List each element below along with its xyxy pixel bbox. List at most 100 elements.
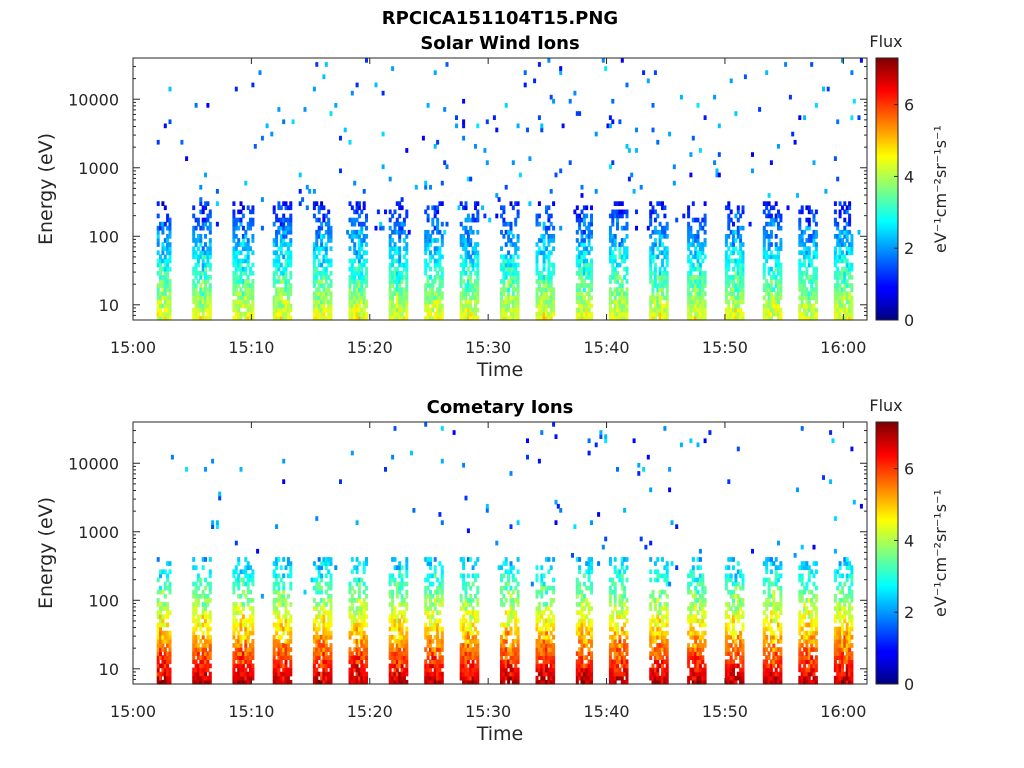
heatmap-cell	[608, 279, 612, 284]
heatmap-cell	[779, 307, 783, 313]
heatmap-cell	[357, 266, 361, 272]
heatmap-cell	[540, 270, 544, 276]
heatmap-cell	[431, 221, 435, 227]
heatmap-cell	[348, 581, 352, 587]
heatmap-cell	[244, 291, 248, 296]
heatmap-cell	[464, 643, 468, 648]
heatmap-cell	[474, 614, 477, 620]
heatmap-cell	[405, 307, 409, 313]
heatmap-cell	[239, 647, 243, 652]
heatmap-cell	[400, 205, 404, 211]
heatmap-cell	[206, 667, 210, 673]
heatmap-cell	[246, 254, 250, 260]
heatmap-cell	[698, 242, 702, 247]
heatmap-cell	[355, 659, 359, 665]
heatmap-cell	[807, 238, 811, 243]
heatmap-cell	[582, 299, 586, 305]
heatmap-cell	[357, 287, 361, 292]
heatmap-cell	[277, 622, 281, 628]
heatmap-cell	[464, 262, 468, 268]
heatmap-cell	[758, 107, 762, 112]
heatmap-cell	[841, 275, 844, 280]
heatmap-cell	[464, 606, 468, 611]
heatmap-cell	[239, 275, 243, 280]
heatmap-cell	[812, 250, 816, 256]
heatmap-cell	[696, 283, 700, 288]
heatmap-cell	[393, 221, 397, 227]
heatmap-cell	[701, 275, 705, 280]
heatmap-cell	[440, 275, 444, 280]
heatmap-cell	[727, 213, 731, 219]
heatmap-cell	[436, 663, 440, 669]
heatmap-cell	[315, 315, 319, 321]
heatmap-cell	[400, 598, 404, 603]
heatmap-cell	[161, 569, 165, 575]
heatmap-cell	[547, 258, 551, 264]
heatmap-cell	[471, 291, 475, 296]
heatmap-cell	[204, 610, 207, 615]
heatmap-cell	[462, 462, 466, 468]
heatmap-cell	[736, 225, 740, 231]
heatmap-cell	[438, 315, 442, 321]
heatmap-cell	[620, 287, 624, 292]
heatmap-cell	[275, 266, 279, 272]
heatmap-cell	[462, 602, 466, 607]
heatmap-cell	[156, 577, 160, 583]
heatmap-cell	[767, 287, 771, 292]
heatmap-cell	[279, 242, 283, 247]
x-tick-label: 16:00	[820, 338, 866, 357]
x-tick-label: 15:50	[702, 338, 748, 357]
heatmap-cell	[580, 209, 584, 215]
heatmap-cell	[843, 275, 847, 280]
heatmap-cell	[350, 229, 354, 235]
heatmap-cell	[459, 299, 463, 305]
heatmap-cell	[400, 303, 404, 309]
heatmap-cell	[509, 315, 513, 321]
heatmap-cell	[208, 647, 212, 652]
heatmap-cell	[653, 238, 657, 243]
heatmap-cell	[433, 655, 437, 660]
heatmap-cell	[405, 655, 409, 660]
heatmap-cell	[168, 299, 172, 305]
heatmap-cell	[542, 254, 546, 260]
heatmap-cell	[661, 311, 664, 317]
heatmap-cell	[777, 262, 780, 268]
heatmap-cell	[836, 266, 840, 272]
heatmap-cell	[317, 262, 321, 268]
heatmap-cell	[393, 315, 397, 321]
heatmap-cell	[537, 614, 541, 620]
heatmap-cell	[286, 593, 290, 599]
heatmap-cell	[812, 217, 816, 223]
heatmap-cell	[507, 283, 511, 288]
heatmap-cell	[810, 283, 814, 288]
heatmap-cell	[833, 258, 837, 264]
heatmap-cell	[841, 279, 844, 284]
heatmap-cell	[282, 581, 286, 587]
heatmap-cell	[812, 270, 816, 276]
heatmap-cell	[362, 643, 366, 648]
heatmap-cell	[547, 275, 551, 280]
heatmap-cell	[462, 663, 466, 669]
heatmap-cell	[582, 270, 586, 276]
heatmap-cell	[156, 258, 160, 264]
heatmap-cell	[334, 103, 338, 108]
heatmap-cell	[163, 622, 167, 628]
heatmap-cell	[509, 606, 513, 611]
heatmap-cell	[355, 299, 359, 305]
heatmap-cell	[284, 258, 288, 264]
heatmap-cell	[459, 262, 463, 268]
heatmap-cell	[810, 234, 814, 239]
heatmap-cell	[166, 622, 170, 628]
heatmap-cell	[348, 606, 352, 611]
heatmap-cell	[436, 139, 440, 145]
heatmap-cell	[282, 585, 286, 591]
heatmap-cell	[201, 630, 205, 636]
heatmap-cell	[535, 242, 539, 247]
heatmap-cell	[545, 229, 548, 235]
heatmap-cell	[836, 311, 840, 317]
heatmap-cell	[608, 307, 612, 313]
heatmap-cell	[194, 610, 198, 615]
heatmap-cell	[438, 610, 442, 615]
heatmap-cell	[462, 618, 466, 624]
heatmap-cell	[701, 303, 705, 309]
